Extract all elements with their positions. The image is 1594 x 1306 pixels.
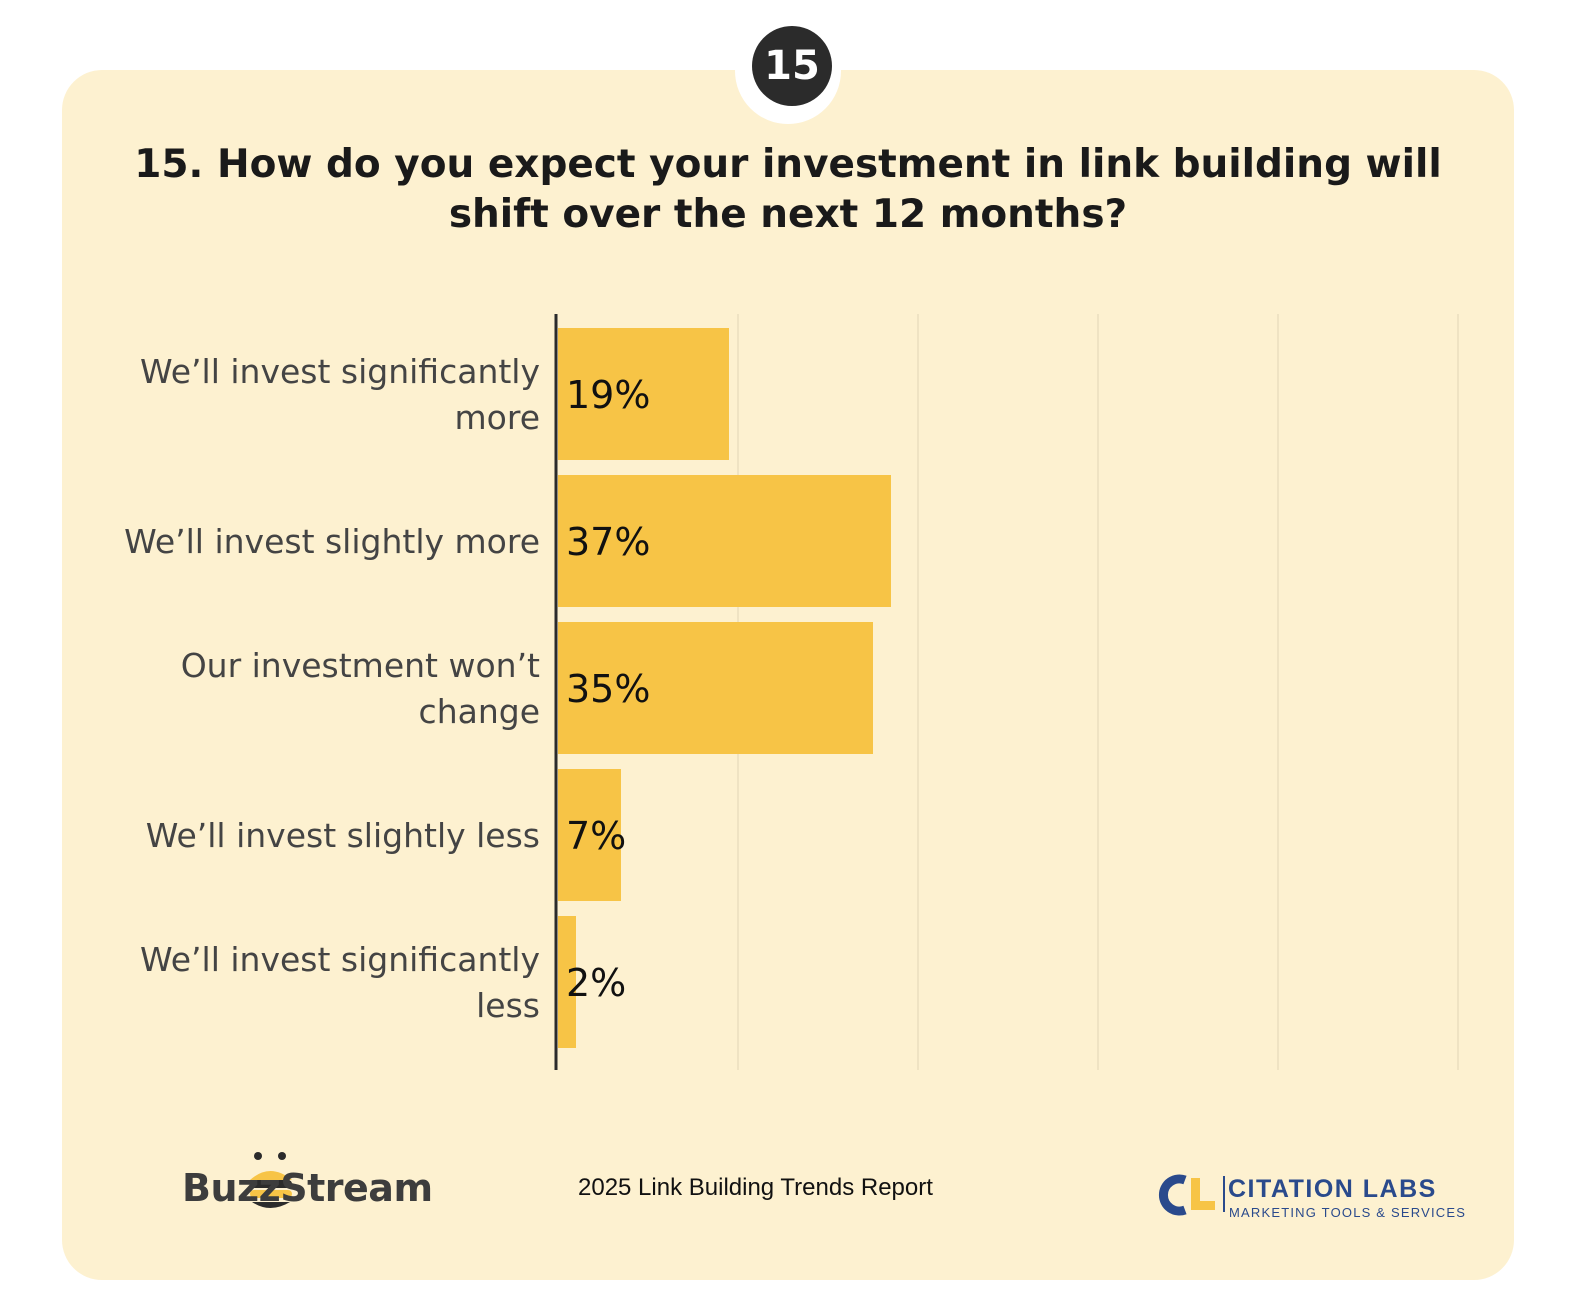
value-label: 2%	[566, 961, 626, 1005]
value-label: 35%	[566, 667, 650, 711]
bar	[558, 622, 873, 754]
value-label: 37%	[566, 520, 650, 564]
bar	[558, 328, 729, 460]
gridlines	[737, 314, 1459, 1070]
report-name: 2025 Link Building Trends Report	[578, 1174, 933, 1201]
chart-title: 15. How do you expect your investment in…	[134, 142, 1442, 237]
citation-labs-name: CITATION LABS	[1228, 1175, 1437, 1203]
page-number-badge: 15	[752, 26, 832, 106]
category-label: We’ll invest slightly more	[124, 522, 540, 561]
bar	[558, 475, 891, 607]
category-label: We’ll invest significantly less	[140, 940, 540, 1025]
category-label: We’ll invest significantly more	[140, 352, 540, 437]
category-labels: We’ll invest significantly more We’ll inve…	[124, 352, 540, 1025]
citation-labs-tagline: MARKETING TOOLS & SERVICES	[1229, 1205, 1467, 1220]
value-label: 7%	[566, 814, 626, 858]
category-label: We’ll invest slightly less	[146, 816, 540, 855]
buzzstream-logo-text: BuzzStream	[182, 1166, 433, 1210]
citation-labs-cl-icon	[1159, 1174, 1225, 1216]
bar	[558, 769, 621, 901]
bars	[558, 328, 891, 1048]
buzzstream-bee-icon	[250, 1152, 292, 1208]
bar	[558, 916, 576, 1048]
category-label: Our investment won’t change	[181, 646, 540, 731]
value-labels: 19% 37% 35% 7% 2%	[566, 373, 650, 1005]
value-label: 19%	[566, 373, 650, 417]
